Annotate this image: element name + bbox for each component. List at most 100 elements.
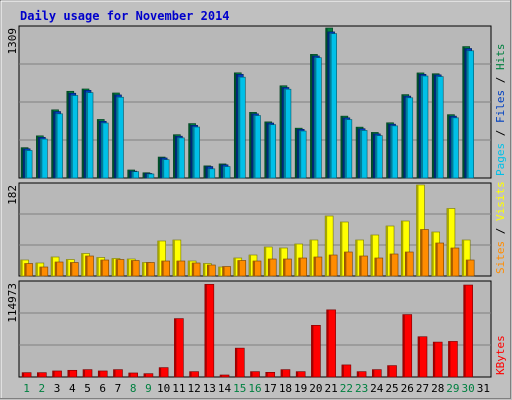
sites-bar-shade [161, 261, 164, 276]
sites-bar-shade [268, 259, 271, 276]
pages-bar-shade [466, 50, 469, 178]
sites-bar-shade [100, 260, 103, 276]
legend-kbytes: KBytes [494, 335, 507, 375]
files-bar-shade [327, 31, 330, 178]
pages-bar-shade [253, 115, 256, 178]
visits-bar-shade [446, 208, 449, 276]
hits-bar-shade [279, 85, 282, 178]
pages-bar-shade [101, 122, 104, 178]
hits-files-pages-legend: Pages / Files / Hits [494, 44, 507, 177]
x-tick-label: 1 [23, 382, 30, 395]
kbytes-bar-shade [341, 364, 344, 377]
files-bar-shade [99, 121, 102, 178]
pages-bar-shade [177, 137, 180, 178]
x-tick-label: 29 [446, 382, 459, 395]
kbytes-bar-shade [296, 371, 299, 377]
visits-bar-shade [325, 216, 328, 276]
visits-bar-shade [172, 240, 175, 276]
files-bar-shade [205, 166, 208, 178]
x-tick-label: 13 [203, 382, 216, 395]
sites-bar-shade [85, 256, 88, 276]
visits-sites-panel: 182 Sites / Visits [6, 181, 507, 277]
pages-bar-shade [283, 89, 286, 178]
sites-bar-shade [344, 252, 347, 276]
hits-bar-shade [142, 172, 145, 178]
hits-bar-shade [325, 28, 328, 178]
kbytes-plot-area [18, 280, 492, 378]
x-tick-label: 27 [416, 382, 429, 395]
sites-bar-shade [329, 255, 332, 276]
x-tick-label: 10 [157, 382, 170, 395]
files-bar-shade [449, 116, 452, 178]
sites-bar-shade [237, 260, 240, 276]
x-tick-label: 19 [294, 382, 307, 395]
files-bar-shade [84, 90, 87, 178]
kbytes-bar-shade [463, 285, 466, 377]
visits-bar-shade [35, 263, 38, 276]
kbytes-bar-shade [357, 371, 360, 377]
visits-bar-shade [203, 263, 206, 276]
visits-bar-shade [416, 185, 419, 276]
pages-bar-shade [116, 97, 119, 178]
sites-bar-shade [222, 266, 225, 276]
kbytes-bar-shade [372, 369, 375, 377]
files-bar-shade [312, 55, 315, 178]
visits-bar-shade [81, 253, 84, 276]
sites-bar-shade [405, 252, 408, 276]
kbytes-bar-shade [113, 369, 116, 377]
chart-title: Daily usage for November 2014 [20, 9, 230, 23]
hits-bar-shade [295, 128, 298, 178]
legend-pages: Pages [494, 143, 507, 176]
files-bar-shade [388, 124, 391, 178]
kbytes-bar-shade [189, 371, 192, 377]
kbytes-bar-shade [250, 371, 253, 377]
pages-bar-shade [131, 171, 134, 178]
files-bar-shade [23, 148, 26, 178]
hits-bar-shade [203, 165, 206, 178]
hits-bar-shade [188, 123, 191, 178]
pages-bar-shade [70, 95, 73, 178]
x-tick-label: 25 [385, 382, 398, 395]
x-tick-label: 18 [279, 382, 292, 395]
visits-bar-shade [111, 258, 114, 276]
kbytes-bar-shade [83, 369, 86, 377]
hits-bar-shade [36, 135, 39, 178]
files-bar-shade [266, 122, 269, 178]
pages-bar-shade [162, 159, 165, 178]
hits-bar-shade [234, 72, 237, 178]
pages-bar-shade [207, 168, 210, 178]
kbytes-panel: 114973 KBytes [6, 280, 507, 378]
x-tick-label: 30 [462, 382, 475, 395]
files-bar-shade [281, 87, 284, 178]
hits-bar-shade [97, 119, 100, 178]
kbytes-bar-shade [98, 370, 101, 377]
x-tick-label: 24 [370, 382, 384, 395]
pages-bar-shade [40, 139, 43, 178]
kbytes-bar-shade [159, 367, 162, 377]
files-bar-shade [38, 137, 41, 178]
files-bar-shade [68, 93, 71, 178]
kbytes-bar-shade [265, 372, 268, 377]
sites-bar-shade [207, 265, 210, 276]
x-tick-label: 31 [477, 382, 490, 395]
hits-bar-shade [386, 122, 389, 178]
pages-bar-shade [146, 173, 149, 178]
sites-bar-shade [450, 248, 453, 276]
files-bar-shade [342, 117, 345, 178]
sites-bar-shade [253, 261, 255, 276]
pages-bar-shade [238, 77, 241, 178]
hits-bar-shade [127, 169, 130, 178]
hits-bar-shade [51, 109, 54, 178]
files-bar-shade [236, 74, 239, 178]
pages-bar-shade [268, 124, 271, 178]
legend-files: Files [494, 90, 507, 123]
sites-bar-shade [24, 263, 27, 276]
hits-bar-shade [173, 134, 176, 178]
hits-bar-shade [432, 73, 435, 178]
hits-bar-shade [219, 163, 222, 178]
kbytes-bar-shade [311, 325, 314, 377]
legend-hits: Hits [494, 44, 507, 71]
files-bar-shade [358, 128, 361, 178]
x-tick-label: 17 [264, 382, 277, 395]
sites-bar-shade [298, 258, 301, 276]
